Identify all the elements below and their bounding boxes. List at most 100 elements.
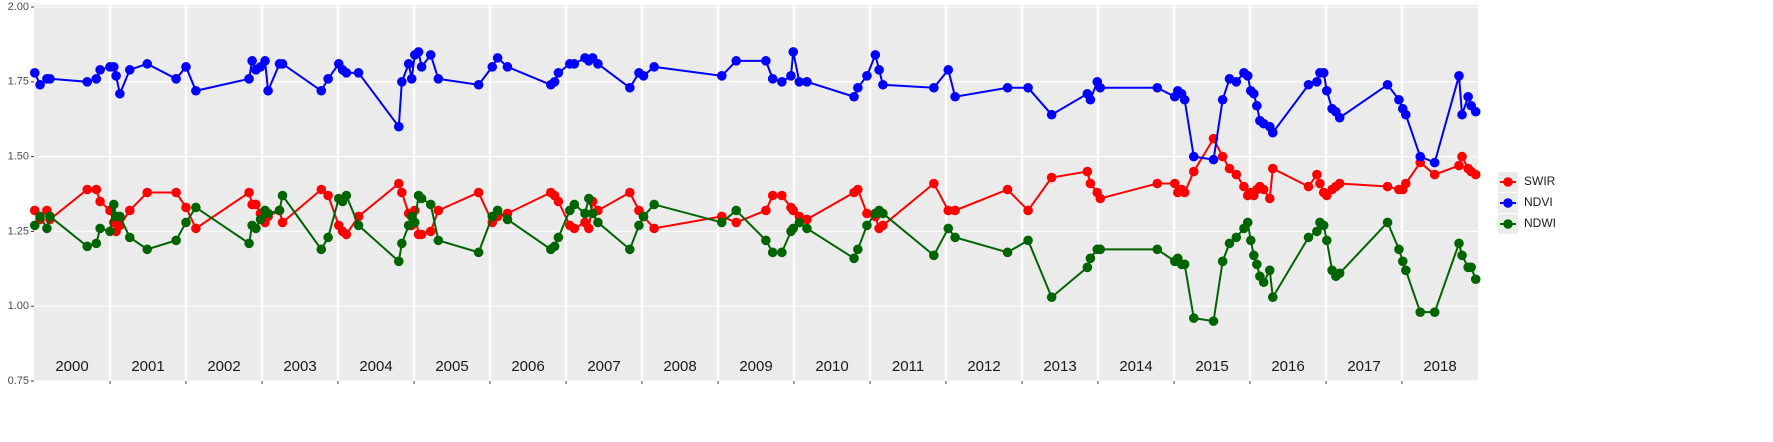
point	[260, 56, 270, 66]
point	[1252, 259, 1262, 270]
point	[425, 199, 436, 210]
point	[1002, 82, 1013, 93]
point	[433, 235, 444, 246]
point	[1415, 307, 1426, 317]
point	[142, 187, 153, 198]
point	[1217, 256, 1228, 267]
point	[1268, 292, 1278, 303]
year-label: 2018	[1423, 358, 1456, 375]
year-label: 2000	[55, 358, 88, 375]
year-label: 2001	[131, 358, 164, 375]
y-tick-label: 0.75	[8, 375, 29, 387]
point	[425, 50, 436, 60]
point	[1095, 82, 1106, 93]
point	[549, 77, 560, 87]
point	[45, 211, 55, 222]
point	[82, 184, 92, 195]
point	[1179, 259, 1190, 270]
point	[580, 208, 590, 219]
y-tick-label: 1.00	[8, 300, 29, 312]
point	[487, 62, 498, 72]
point	[862, 71, 872, 81]
point	[416, 229, 427, 240]
point	[1382, 181, 1393, 192]
point	[1258, 184, 1269, 195]
point	[717, 217, 727, 228]
point	[802, 214, 812, 225]
point	[341, 190, 352, 201]
point	[553, 68, 564, 78]
point	[767, 74, 778, 84]
point	[397, 238, 407, 249]
point	[549, 241, 560, 252]
point	[394, 178, 404, 189]
panel	[34, 5, 1478, 381]
point	[82, 77, 92, 87]
point	[95, 196, 105, 207]
point	[502, 62, 513, 72]
point	[1188, 313, 1199, 323]
point	[649, 62, 659, 72]
point	[105, 226, 115, 237]
point	[115, 211, 125, 222]
point	[1382, 79, 1393, 90]
point	[251, 223, 261, 234]
point	[181, 217, 191, 228]
year-label: 2008	[663, 358, 696, 375]
point	[584, 193, 594, 204]
point	[1242, 217, 1253, 228]
point	[91, 74, 102, 84]
point	[35, 211, 45, 222]
point	[1463, 91, 1473, 102]
point	[492, 53, 503, 63]
point	[1264, 193, 1275, 204]
point	[277, 217, 288, 228]
point	[853, 184, 863, 195]
point	[761, 205, 771, 216]
point	[95, 65, 105, 75]
point	[1470, 169, 1481, 180]
point	[403, 59, 414, 69]
point	[638, 71, 649, 81]
point	[1046, 109, 1057, 120]
point	[111, 71, 121, 81]
legend-label: NDVI	[1524, 195, 1553, 209]
point	[397, 187, 407, 198]
point	[115, 88, 125, 99]
point	[950, 205, 960, 216]
point	[777, 247, 787, 258]
point	[553, 232, 564, 243]
point	[191, 202, 201, 213]
point	[786, 71, 796, 81]
point	[767, 247, 778, 258]
point	[1454, 238, 1464, 249]
point	[1245, 235, 1256, 246]
point	[1457, 250, 1467, 261]
point	[406, 74, 417, 84]
point	[731, 217, 742, 228]
point	[1231, 77, 1242, 87]
point	[1318, 68, 1329, 78]
point	[1208, 316, 1219, 326]
point	[394, 121, 404, 132]
point	[109, 199, 119, 210]
point	[1231, 169, 1242, 180]
point	[862, 208, 872, 219]
point	[593, 217, 603, 228]
point	[1315, 178, 1325, 189]
year-label: 2004	[359, 358, 392, 375]
point	[870, 50, 881, 60]
point	[802, 223, 812, 234]
point	[1095, 244, 1106, 255]
point	[649, 223, 659, 234]
point	[853, 244, 863, 255]
point	[1082, 166, 1093, 177]
point	[731, 56, 742, 66]
point	[593, 59, 603, 69]
legend-label: NDWI	[1524, 216, 1556, 230]
point	[109, 62, 119, 72]
point	[142, 59, 153, 69]
point	[82, 241, 92, 252]
point	[878, 208, 888, 219]
